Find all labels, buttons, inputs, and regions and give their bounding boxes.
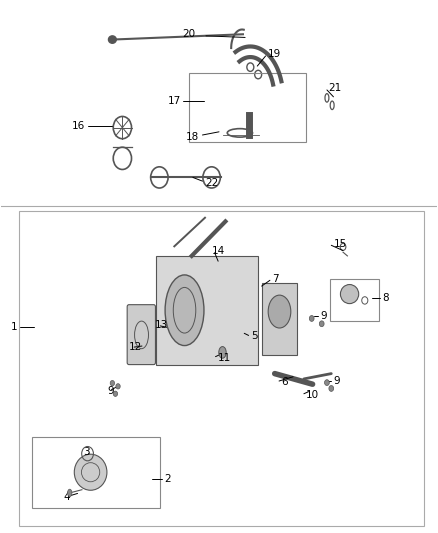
Ellipse shape xyxy=(309,316,314,321)
Ellipse shape xyxy=(268,295,291,328)
Text: 19: 19 xyxy=(268,50,281,59)
Text: 7: 7 xyxy=(272,273,279,284)
Bar xyxy=(330,279,379,320)
Text: 14: 14 xyxy=(212,246,225,256)
Text: 15: 15 xyxy=(333,239,347,249)
Bar xyxy=(156,256,258,365)
Text: 22: 22 xyxy=(205,177,218,188)
Text: 13: 13 xyxy=(155,320,168,330)
Text: 9: 9 xyxy=(321,311,327,321)
Bar xyxy=(19,211,424,526)
Text: 17: 17 xyxy=(167,96,181,106)
Text: 10: 10 xyxy=(306,390,319,400)
Ellipse shape xyxy=(165,275,204,345)
Text: 9: 9 xyxy=(333,376,339,386)
Text: 11: 11 xyxy=(218,353,231,362)
Text: 21: 21 xyxy=(328,83,341,93)
Text: 20: 20 xyxy=(182,29,195,39)
Text: 18: 18 xyxy=(186,132,199,142)
Text: 8: 8 xyxy=(382,293,389,303)
Text: 4: 4 xyxy=(64,492,70,502)
Ellipse shape xyxy=(74,454,107,490)
Ellipse shape xyxy=(329,385,334,391)
Text: 1: 1 xyxy=(11,322,18,333)
Text: 3: 3 xyxy=(83,447,90,457)
FancyBboxPatch shape xyxy=(127,305,155,365)
Ellipse shape xyxy=(340,285,359,304)
Ellipse shape xyxy=(110,381,115,386)
Ellipse shape xyxy=(116,384,120,389)
Text: 2: 2 xyxy=(165,474,171,483)
Text: 9: 9 xyxy=(107,386,114,396)
Text: 6: 6 xyxy=(281,377,288,387)
Ellipse shape xyxy=(325,379,329,385)
Text: 16: 16 xyxy=(72,121,85,131)
Text: 5: 5 xyxy=(251,332,258,342)
Bar xyxy=(188,73,306,142)
Ellipse shape xyxy=(113,391,117,397)
Text: 12: 12 xyxy=(129,342,142,352)
Bar xyxy=(32,437,160,508)
Bar xyxy=(261,284,297,355)
Ellipse shape xyxy=(109,36,116,43)
Ellipse shape xyxy=(319,321,324,327)
Ellipse shape xyxy=(67,489,72,497)
Ellipse shape xyxy=(219,346,226,358)
